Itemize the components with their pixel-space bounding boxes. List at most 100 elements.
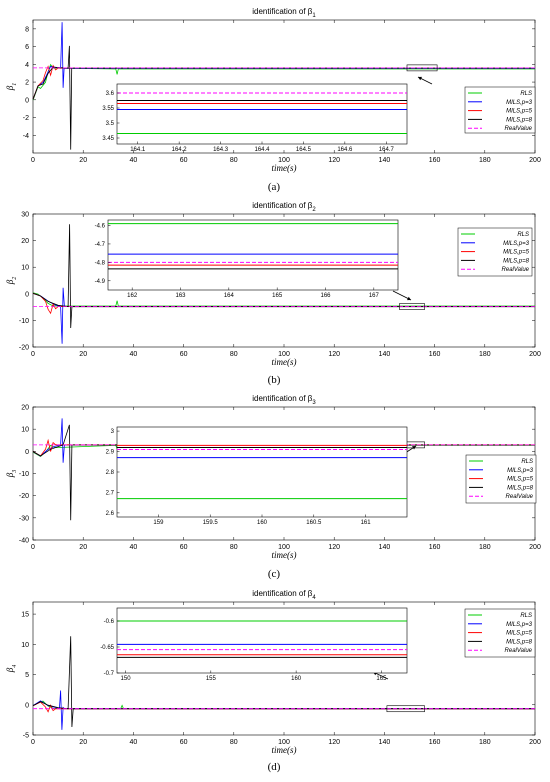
y-axis-label-subscript: 3 [12,470,18,474]
y-tick-label: 0 [25,291,29,298]
legend-box [464,86,536,134]
series-line-0 [32,700,535,709]
inset-plot: 164.1 164.2 164.3 164.4 164.5 164.6 164.7 3.6 3.… [102,83,408,153]
x-tick-label: 120 [328,739,340,746]
x-tick-label: 200 [529,157,541,164]
y-tick-label: -10 [19,318,29,325]
inset-x-tick-label: 164.5 [296,147,312,153]
y-tick-label: -20 [19,345,29,352]
inset-x-tick-label: 163 [175,293,186,299]
x-tick-label: 100 [278,157,290,164]
inset-x-tick-label: 164.4 [254,147,270,153]
chart-title: identification of β2 [252,201,316,213]
x-tick-label: 0 [31,544,35,551]
y-tick-label: 0 [25,702,29,709]
x-tick-label: 140 [379,157,391,164]
inset-x-tick-label: 161 [361,520,372,526]
inset-y-tick-label: 3.5 [106,121,115,127]
y-tick-label: 20 [21,405,29,412]
x-tick-label: 60 [180,351,188,358]
x-tick-label: 160 [429,544,441,551]
y-tick-label: -4 [23,133,29,140]
inset-y-tick-label: 3.55 [102,106,114,112]
series-line-2 [32,292,535,315]
inset-y-tick-label: 2.9 [106,450,115,456]
x-tick-label: 140 [379,544,391,551]
y-tick-label: 6 [25,44,29,51]
inset-y-tick-label: 2.7 [106,490,115,496]
legend-label-3: MILS,p=8 [507,485,534,491]
legend-label-3: MILS,p=8 [503,258,530,264]
x-tick-label: 40 [130,739,138,746]
y-tick-label: 0 [25,449,29,456]
legend-label-1: MILS,p=3 [506,622,533,628]
inset-x-tick-label: 155 [206,676,217,682]
inset-y-tick-label: 3 [111,429,115,435]
x-tick-label: 80 [230,544,238,551]
inset-x-tick-label: 164.6 [337,147,353,153]
inset-x-tick-label: 164.2 [172,147,188,153]
inset-y-tick-label: -4.8 [95,260,106,266]
inset-x-tick-label: 150 [121,676,132,682]
inset-x-tick-label: 162 [127,293,138,299]
y-tick-label: 15 [21,612,29,619]
y-tick-label: 8 [25,26,29,33]
y-tick-label: 4 [25,62,29,69]
inset-x-tick-label: 160 [291,676,302,682]
x-tick-label: 180 [479,351,491,358]
y-axis-label: β1 [5,83,18,91]
inset-x-tick-label: 164 [224,293,235,299]
zoom-arrow-head [407,296,411,301]
y-tick-label: -30 [19,515,29,522]
legend-label-4: RealValue [505,648,533,654]
x-tick-label: 40 [130,157,138,164]
inset-y-tick-label: -0.6 [104,619,115,625]
y-tick-label: -2 [23,115,29,122]
inset-plot: 159 159.5 160 160.5 161 3 2.9 2.8 2.7 2.6 [106,426,408,526]
x-tick-label: 80 [230,739,238,746]
legend-label-2: MILS,p=5 [503,250,530,256]
legend: RLS MILS,p=3 MILS,p=5 MILS,p=8 RealValue [464,86,536,134]
y-tick-label: -20 [19,493,29,500]
inset-x-tick-label: 165 [272,293,283,299]
legend-label-3: MILS,p=8 [506,639,533,645]
legend-label-0: RLS [521,459,533,465]
y-axis-label: β2 [5,277,18,285]
legend-label-1: MILS,p=3 [507,468,534,474]
inset-frame [116,607,408,674]
legend-label-1: MILS,p=3 [503,241,530,247]
x-tick-label: 180 [479,739,491,746]
inset-x-tick-label: 167 [369,293,380,299]
x-tick-label: 100 [278,739,290,746]
inset-x-tick-label: 165 [376,676,387,682]
y-tick-label: 20 [21,238,29,245]
series-line-3 [32,224,535,329]
chart-title-subscript: 2 [312,207,316,213]
legend-label-4: RealValue [502,267,530,273]
inset-y-tick-label: -4.6 [95,224,106,230]
chart-title: identification of β3 [252,394,316,406]
inset-x-tick-label: 159 [153,520,164,526]
legend: RLS MILS,p=3 MILS,p=5 MILS,p=8 RealValue [465,454,537,504]
panel-caption: (b) [268,374,281,386]
chart-title-subscript: 4 [312,595,316,601]
x-tick-label: 180 [479,544,491,551]
x-tick-label: 100 [278,351,290,358]
y-tick-label: 30 [21,212,29,219]
y-tick-label: 0 [25,97,29,104]
x-axis-label: time(s) [272,550,297,560]
x-tick-label: 160 [429,739,441,746]
series-line-1 [32,690,535,730]
inset-x-tick-label: 164.1 [130,147,146,153]
x-tick-label: 80 [230,157,238,164]
x-tick-label: 100 [278,544,290,551]
inset-y-tick-label: 2.6 [106,511,115,517]
zoom-region-box [386,705,425,713]
y-tick-label: 2 [25,80,29,87]
x-tick-label: 60 [180,157,188,164]
inset-y-tick-label: -0.65 [100,645,114,651]
x-tick-label: 60 [180,544,188,551]
legend-label-1: MILS,p=3 [506,100,533,106]
x-tick-label: 0 [31,157,35,164]
y-axis-label-subscript: 1 [12,83,18,86]
